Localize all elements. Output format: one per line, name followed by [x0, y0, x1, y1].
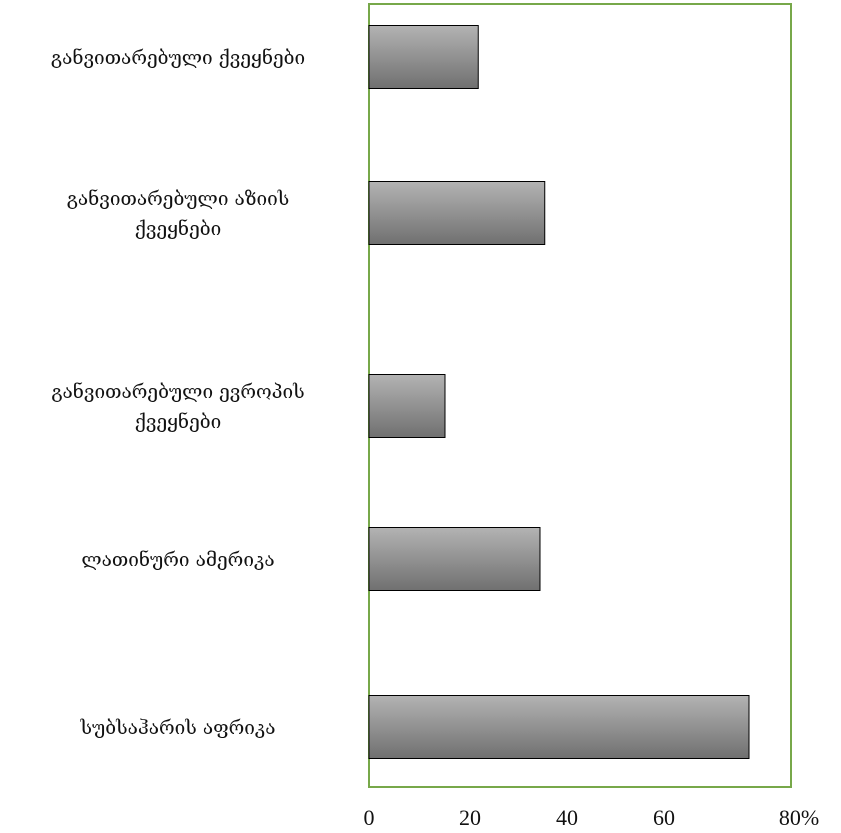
- category-label-2: განვითარებული ევროპის ქვეყნები: [51, 381, 304, 433]
- x-tick-label-4: 80%: [779, 805, 819, 830]
- x-tick-label-2: 40: [556, 805, 578, 830]
- category-label-line: სუბსაჰარის აფრიკა: [79, 717, 275, 739]
- category-label-line: ქვეყნები: [135, 411, 221, 433]
- bars: [368, 25, 750, 759]
- category-label-line: ლათინური ამერიკა: [81, 549, 274, 571]
- x-tick-label-0: 0: [364, 805, 375, 830]
- category-label-line: განვითარებული აზიის: [67, 188, 290, 210]
- bar-0: [368, 25, 479, 89]
- category-label-line: ქვეყნები: [135, 218, 221, 240]
- bar-3: [368, 527, 541, 591]
- category-label-0: განვითარებული ქვეყნები: [51, 47, 305, 69]
- category-label-line: განვითარებული ქვეყნები: [51, 47, 305, 69]
- bar-2: [368, 374, 446, 438]
- category-label-3: ლათინური ამერიკა: [81, 549, 274, 571]
- x-tick-label-1: 20: [459, 805, 481, 830]
- category-label-1: განვითარებული აზიის ქვეყნები: [67, 188, 290, 240]
- bar-4: [368, 695, 750, 759]
- bar-1: [368, 181, 546, 245]
- category-label-4: სუბსაჰარის აფრიკა: [79, 717, 275, 739]
- x-axis-tick-labels: 0 20 40 60 80%: [364, 805, 820, 830]
- category-labels: განვითარებული ქვეყნები განვითარებული აზიი…: [51, 47, 305, 739]
- category-label-line: განვითარებული ევროპის: [51, 381, 304, 403]
- x-tick-label-3: 60: [653, 805, 675, 830]
